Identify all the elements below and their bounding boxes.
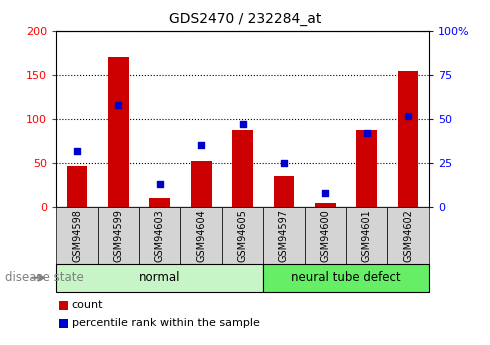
Text: count: count <box>72 300 103 310</box>
Point <box>280 160 288 166</box>
Text: GSM94602: GSM94602 <box>403 209 413 262</box>
Text: GSM94603: GSM94603 <box>155 209 165 262</box>
Text: GSM94605: GSM94605 <box>238 209 247 262</box>
Text: GSM94597: GSM94597 <box>279 209 289 262</box>
Text: GSM94599: GSM94599 <box>113 209 123 262</box>
Text: disease state: disease state <box>5 271 84 284</box>
Text: percentile rank within the sample: percentile rank within the sample <box>72 318 259 328</box>
Bar <box>149 198 170 207</box>
Point <box>115 102 122 108</box>
Text: neural tube defect: neural tube defect <box>291 271 401 284</box>
Text: GDS2470 / 232284_at: GDS2470 / 232284_at <box>169 12 321 26</box>
Point <box>73 148 81 154</box>
Bar <box>67 166 87 207</box>
Bar <box>398 71 418 207</box>
Bar <box>108 57 129 207</box>
Text: GSM94598: GSM94598 <box>72 209 82 262</box>
Point <box>321 190 329 196</box>
Text: GSM94604: GSM94604 <box>196 209 206 262</box>
Text: GSM94600: GSM94600 <box>320 209 330 262</box>
Bar <box>273 176 294 207</box>
Bar <box>356 130 377 207</box>
Text: GSM94601: GSM94601 <box>362 209 372 262</box>
Point <box>156 181 164 187</box>
Bar <box>232 130 253 207</box>
Point <box>404 113 412 118</box>
Point <box>197 143 205 148</box>
Bar <box>315 203 336 207</box>
Text: normal: normal <box>139 271 180 284</box>
Point <box>239 121 246 127</box>
Bar <box>191 161 212 207</box>
Point <box>363 130 370 136</box>
